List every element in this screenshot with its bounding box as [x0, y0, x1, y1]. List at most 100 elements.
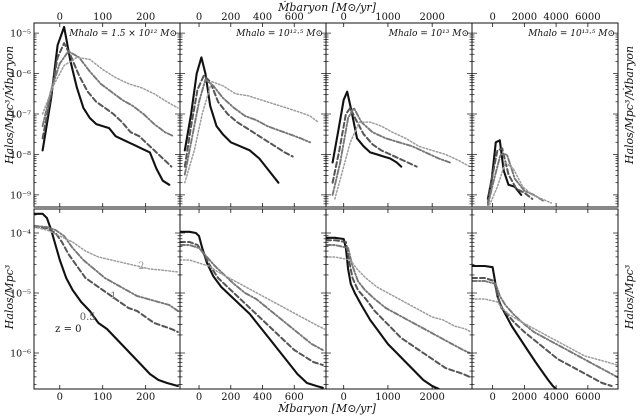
x-tick-label: 0 [196, 392, 202, 403]
right-y-axis-label-top: Halos/Mpc³/Ṁbaryon [622, 46, 636, 165]
panel-top-3: 0 2000 4000 6000 Mhalo = 10¹³·⁵ M⊙ [471, 12, 619, 208]
y-tick-label: 10⁻⁶ [10, 69, 31, 80]
x-tick-label: 2000 [512, 392, 537, 403]
x-tick-label: 200 [221, 12, 240, 23]
halo-mass-annotation: Mhalo = 10¹³ M⊙ [388, 29, 469, 39]
panel-frame [33, 208, 181, 390]
x-tick-label: 0 [341, 392, 347, 403]
series-group [472, 264, 618, 389]
panel-bottom-0: 0 100 200 z = 00.5 1 2 [33, 208, 181, 403]
series-group [34, 212, 179, 388]
y-tick-label: 10⁻⁹ [10, 190, 31, 201]
series-line-dotted [41, 56, 179, 115]
redshift-label: z = 0 [55, 324, 81, 335]
series-group [183, 56, 319, 184]
series-line-dashed [472, 277, 613, 387]
x-tick-label: 0 [57, 392, 63, 403]
series-line-dashdot [486, 153, 545, 206]
y-tick-label: 10⁻⁵ [10, 289, 31, 300]
redshift-label: 2 [138, 261, 144, 272]
redshift-label: 0.5 [80, 312, 96, 323]
x-tick-label: 1000 [375, 12, 400, 23]
x-tick-label: 100 [93, 12, 112, 23]
series-line-solid [41, 25, 171, 186]
panel-bottom-3: 0 2000 4000 6000 [471, 208, 619, 403]
panel-top-0: 0 100 200 Mhalo = 1.5 × 10¹² M⊙ [33, 12, 181, 208]
x-tick-label: 4000 [543, 392, 568, 403]
panel-frame [471, 208, 619, 390]
halo-mass-annotation: Mhalo = 1.5 × 10¹² M⊙ [68, 29, 177, 39]
series-line-dotted [488, 161, 553, 206]
series-group [41, 25, 179, 186]
series-line-dashdot [183, 78, 312, 176]
panel-frame [179, 208, 327, 390]
series-line-solid [34, 212, 179, 388]
series-line-dotted [326, 256, 472, 333]
series-line-solid [472, 264, 558, 389]
series-line-dashed [180, 241, 324, 366]
series-line-dashed [486, 147, 534, 204]
series-line-dashdot [331, 106, 451, 196]
x-tick-label: 0 [196, 12, 202, 23]
series-line-dashed [183, 74, 294, 168]
series-line-dashdot [326, 244, 471, 354]
y-tick-label: 10⁻⁴ [10, 229, 31, 240]
x-tick-label: 2000 [419, 392, 444, 403]
x-tick-label: 200 [221, 392, 240, 403]
x-tick-label: 200 [136, 392, 155, 403]
x-tick-label: 0 [489, 392, 495, 403]
left-y-axis-label-bottom: Halos/Mpc³ [3, 265, 16, 331]
x-tick-label: 0 [341, 12, 347, 23]
left-y-axis-label-top: Halos/Mpc³/Ṁbaryon [2, 46, 16, 165]
series-line-dotted [180, 259, 326, 330]
series-line-dotted [184, 80, 319, 184]
series-group [331, 90, 471, 200]
panel-bottom-1: 0 200 400 600 [179, 208, 327, 403]
y-tick-label: 10⁻⁸ [10, 150, 31, 161]
x-tick-label: 400 [253, 12, 272, 23]
series-line-dotted [34, 226, 179, 273]
x-tick-label: 4000 [543, 12, 568, 23]
panel-bottom-2: 0 1000 2000 [325, 208, 473, 403]
halo-mass-annotation: Mhalo = 10¹³·⁵ M⊙ [527, 29, 615, 39]
y-tick-label: 10⁻⁶ [10, 349, 31, 360]
x-tick-label: 2000 [419, 12, 444, 23]
x-tick-label: 0 [489, 12, 495, 23]
y-tick-label: 10⁻⁵ [10, 29, 31, 40]
redshift-label: 1 [110, 291, 116, 302]
series-line-dashed [331, 106, 418, 184]
panel-top-2: 0 1000 2000 Mhalo = 10¹³ M⊙ [325, 12, 473, 208]
series-group [486, 139, 553, 206]
series-line-dotted [472, 298, 618, 366]
y-tick-label: 10⁻⁷ [10, 109, 31, 120]
bottom-x-axis-label: Ṁbaryon [M⊙/yr] [277, 401, 376, 415]
x-tick-label: 1000 [375, 392, 400, 403]
series-group [326, 236, 472, 389]
x-tick-label: 400 [253, 392, 272, 403]
right-y-axis-label-bottom: Halos/Mpc³ [623, 265, 636, 331]
x-tick-label: 600 [285, 392, 304, 403]
panel-frame [471, 22, 619, 208]
series-line-dashdot [34, 224, 179, 312]
y-tick-labels: 10⁻⁵ 10⁻⁶ 10⁻⁷ 10⁻⁸ 10⁻⁹ 10⁻⁴ 10⁻⁵ 10⁻⁶ [10, 29, 31, 360]
series-line-solid [180, 230, 324, 389]
x-tick-label: 2000 [512, 12, 537, 23]
series-line-dashdot [41, 50, 175, 138]
series-line-solid [486, 139, 523, 200]
x-tick-label: 200 [136, 12, 155, 23]
halo-mass-annotation: Mhalo = 10¹²·⁵ M⊙ [235, 29, 323, 39]
series-line-dotted [334, 121, 471, 200]
series-group [180, 230, 326, 389]
series-line-dashed [326, 239, 471, 378]
series-line-dashed [41, 42, 173, 168]
x-tick-label: 6000 [575, 392, 600, 403]
series-line-dashdot [472, 280, 618, 378]
series-line-dashdot [180, 244, 324, 351]
panel-frame [325, 22, 473, 208]
top-x-axis-label: Ṁbaryon [M⊙/yr] [277, 0, 376, 14]
series-line-dashed [34, 226, 179, 333]
x-tick-label: 0 [57, 12, 63, 23]
series-line-solid [183, 56, 280, 184]
